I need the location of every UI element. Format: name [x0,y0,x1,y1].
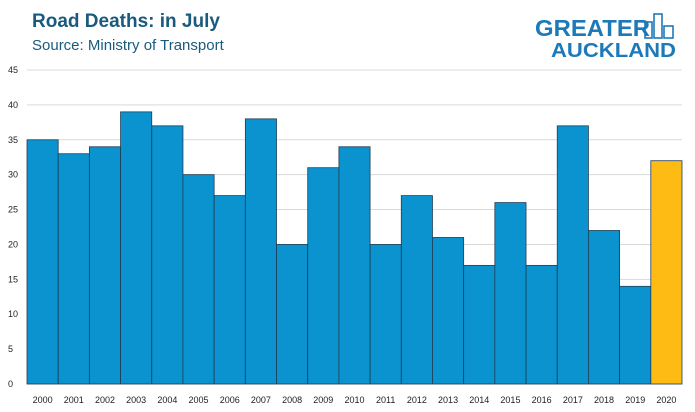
x-tick-label: 2005 [189,395,209,405]
x-tick-label: 2009 [313,395,333,405]
bar-2000 [26,139,59,385]
y-tick-label: 40 [8,100,18,110]
bar-2007 [244,118,277,385]
bar-2001 [57,153,90,385]
chart-subtitle: Source: Ministry of Transport [32,37,225,54]
logo-line-2: AUCKLAND [551,40,676,62]
bar-2015 [494,202,527,385]
x-tick-label: 2020 [656,395,676,405]
x-tick-label: 2001 [64,395,84,405]
bar-2013 [432,237,465,385]
bars [26,111,683,385]
bar-2005 [182,174,215,385]
x-tick-label: 2013 [438,395,458,405]
x-tick-label: 2015 [500,395,520,405]
x-tick-label: 2000 [33,395,53,405]
x-tick-label: 2012 [407,395,427,405]
bar-2014 [463,264,496,385]
x-tick-label: 2017 [563,395,583,405]
logo-line-1: GREATER [535,15,650,41]
bar-2018 [588,230,621,385]
bar-2008 [276,244,309,385]
chart-title: Road Deaths: in July [32,11,220,32]
x-tick-label: 2006 [220,395,240,405]
y-tick-label: 30 [8,170,18,180]
bar-2006 [213,195,246,385]
x-tick-label: 2019 [625,395,645,405]
bar-2003 [120,111,153,385]
bar-2019 [619,285,652,385]
y-tick-label: 10 [8,309,18,319]
bar-2016 [525,264,558,385]
bar-2002 [88,146,121,385]
x-tick-label: 2016 [532,395,552,405]
x-tick-label: 2004 [157,395,177,405]
x-tick-label: 2002 [95,395,115,405]
x-tick-label: 2011 [376,395,395,405]
city-skyline-icon [644,13,674,39]
y-tick-label: 45 [8,65,18,75]
y-tick-label: 20 [8,239,18,249]
x-tick-label: 2007 [251,395,271,405]
y-tick-label: 0 [8,379,13,389]
bar-2004 [151,125,184,385]
bar-2020 [650,160,683,385]
y-tick-label: 5 [8,344,13,354]
x-tick-label: 2003 [126,395,146,405]
bar-2017 [556,125,589,385]
y-axis: 0 5 10 15 20 25 30 35 40 45 [8,65,18,389]
bar-2009 [307,167,340,385]
x-tick-label: 2014 [469,395,489,405]
bar-2011 [369,244,402,385]
y-tick-label: 15 [8,274,18,284]
bar-2010 [338,146,371,385]
x-tick-label: 2018 [594,395,614,405]
x-tick-label: 2008 [282,395,302,405]
y-tick-label: 35 [8,135,18,145]
y-tick-label: 25 [8,205,18,215]
bar-2012 [400,195,433,385]
logo: GREATER AUCKLAND [535,13,676,62]
x-axis: 2000 2001 2002 2003 2004 2005 2006 2007 2008 2009… [33,395,677,405]
x-tick-label: 2010 [344,395,364,405]
